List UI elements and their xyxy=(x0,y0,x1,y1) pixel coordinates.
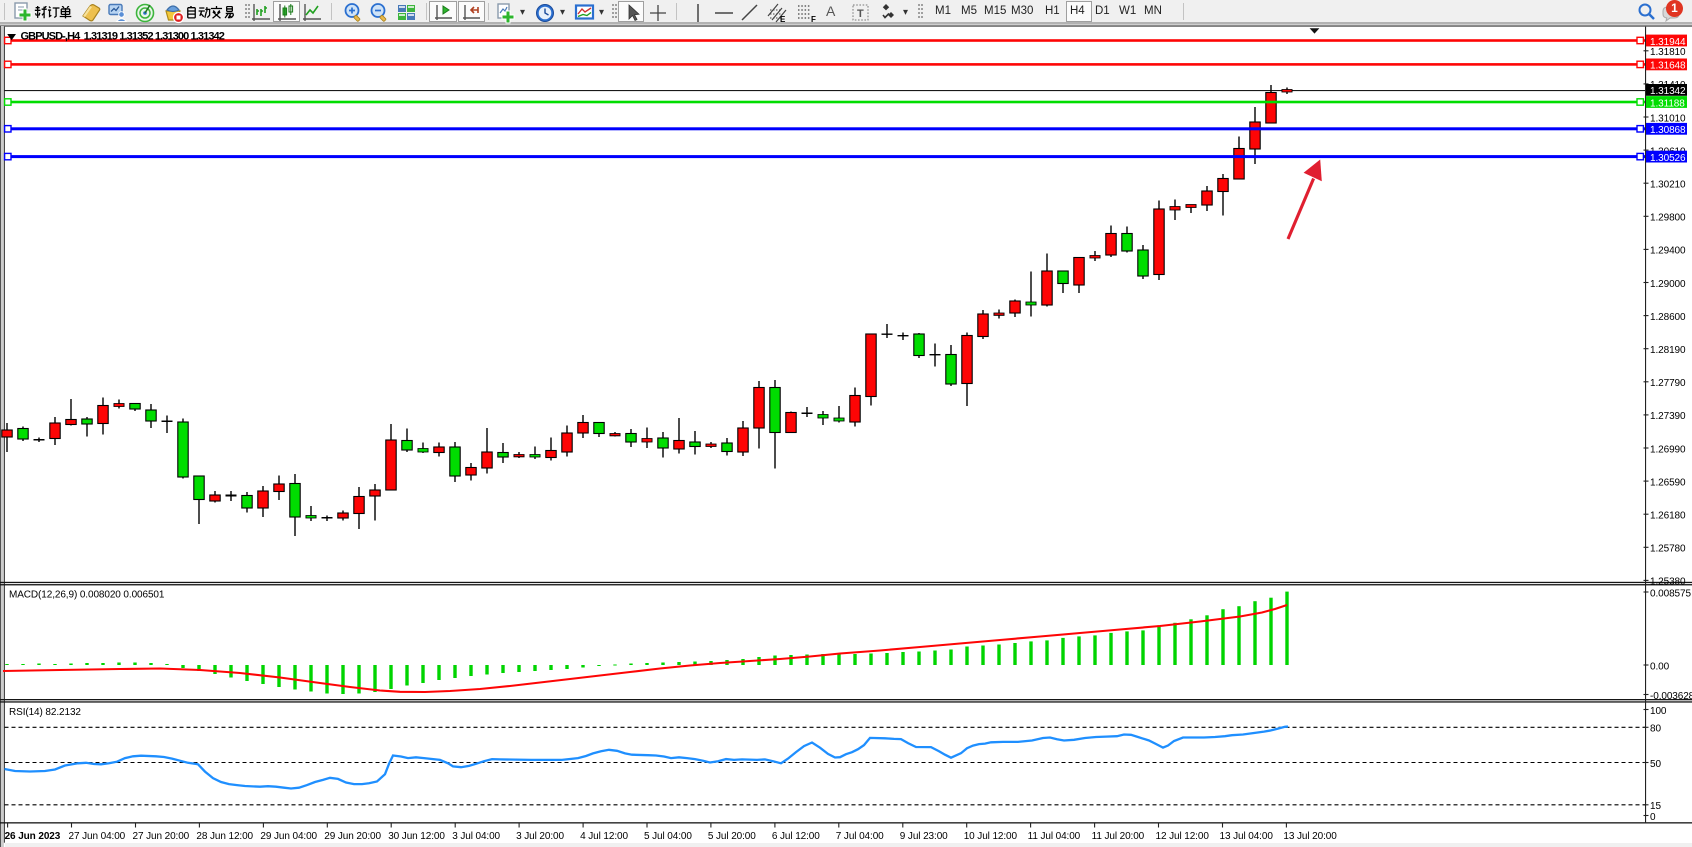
svg-text:80: 80 xyxy=(1650,724,1661,735)
svg-text:29 Jun 20:00: 29 Jun 20:00 xyxy=(324,831,381,842)
svg-text:4 Jul 12:00: 4 Jul 12:00 xyxy=(580,831,628,842)
svg-text:1.31010: 1.31010 xyxy=(1650,113,1686,124)
svg-text:1.27390: 1.27390 xyxy=(1650,411,1686,422)
svg-text:29 Jun 04:00: 29 Jun 04:00 xyxy=(260,831,317,842)
svg-text:T: T xyxy=(857,8,864,20)
svg-text:GBPUSD-,H4 1.31319 1.31352 1.: GBPUSD-,H4 1.31319 1.31352 1.31300 1.313… xyxy=(21,31,225,43)
svg-text:3 Jul 20:00: 3 Jul 20:00 xyxy=(516,831,564,842)
svg-text:1.27790: 1.27790 xyxy=(1650,378,1686,389)
svg-text:1.29800: 1.29800 xyxy=(1650,213,1686,224)
svg-text:26 Jun 2023: 26 Jun 2023 xyxy=(5,831,61,842)
svg-text:27 Jun 20:00: 27 Jun 20:00 xyxy=(133,831,190,842)
svg-text:1.28600: 1.28600 xyxy=(1650,312,1686,323)
svg-text:RSI(14) 82.2132: RSI(14) 82.2132 xyxy=(9,707,81,718)
svg-text:6 Jul 12:00: 6 Jul 12:00 xyxy=(772,831,820,842)
svg-text:15: 15 xyxy=(1650,801,1661,812)
svg-text:1.28190: 1.28190 xyxy=(1650,345,1686,356)
svg-text:1.26180: 1.26180 xyxy=(1650,511,1686,522)
svg-text:11 Jul 04:00: 11 Jul 04:00 xyxy=(1028,831,1081,842)
svg-text:13 Jul 04:00: 13 Jul 04:00 xyxy=(1220,831,1274,842)
svg-text:MACD(12,26,9) 0.008020 0.00650: MACD(12,26,9) 0.008020 0.006501 xyxy=(9,590,165,601)
svg-text:1.29400: 1.29400 xyxy=(1650,246,1686,257)
svg-text:5 Jul 04:00: 5 Jul 04:00 xyxy=(644,831,692,842)
svg-text:1.30210: 1.30210 xyxy=(1650,180,1686,191)
svg-text:1.29000: 1.29000 xyxy=(1650,279,1686,290)
svg-text:28 Jun 12:00: 28 Jun 12:00 xyxy=(196,831,253,842)
svg-text:1.31810: 1.31810 xyxy=(1650,47,1686,58)
svg-text:9 Jul 23:00: 9 Jul 23:00 xyxy=(900,831,948,842)
svg-text:13 Jul 20:00: 13 Jul 20:00 xyxy=(1283,831,1337,842)
svg-text:0.00: 0.00 xyxy=(1650,661,1670,672)
svg-text:100: 100 xyxy=(1650,706,1667,717)
svg-text:11 Jul 20:00: 11 Jul 20:00 xyxy=(1092,831,1145,842)
svg-text:5 Jul 20:00: 5 Jul 20:00 xyxy=(708,831,756,842)
svg-text:0.008575: 0.008575 xyxy=(1650,588,1691,599)
svg-text:1.31648: 1.31648 xyxy=(1650,61,1686,72)
svg-text:F: F xyxy=(811,15,816,24)
svg-text:0: 0 xyxy=(1650,812,1656,823)
svg-text:1.26590: 1.26590 xyxy=(1650,477,1686,488)
svg-text:1.31342: 1.31342 xyxy=(1650,86,1686,97)
svg-text:1.30526: 1.30526 xyxy=(1650,153,1686,164)
svg-text:27 Jun 04:00: 27 Jun 04:00 xyxy=(69,831,126,842)
svg-text:1.25780: 1.25780 xyxy=(1650,544,1686,555)
svg-text:10 Jul 12:00: 10 Jul 12:00 xyxy=(964,831,1018,842)
svg-text:50: 50 xyxy=(1650,759,1661,770)
svg-text:E: E xyxy=(780,15,786,24)
svg-text:1.30868: 1.30868 xyxy=(1650,125,1686,136)
svg-text:12 Jul 12:00: 12 Jul 12:00 xyxy=(1156,831,1210,842)
svg-text:30 Jun 12:00: 30 Jun 12:00 xyxy=(388,831,445,842)
svg-text:7 Jul 04:00: 7 Jul 04:00 xyxy=(836,831,884,842)
svg-text:1.26990: 1.26990 xyxy=(1650,444,1686,455)
svg-text:3 Jul 04:00: 3 Jul 04:00 xyxy=(452,831,500,842)
svg-text:1.31188: 1.31188 xyxy=(1650,98,1685,109)
svg-text:1.25380: 1.25380 xyxy=(1650,577,1686,588)
svg-text:1.31944: 1.31944 xyxy=(1650,37,1686,48)
svg-text:-0.003628: -0.003628 xyxy=(1650,691,1692,702)
